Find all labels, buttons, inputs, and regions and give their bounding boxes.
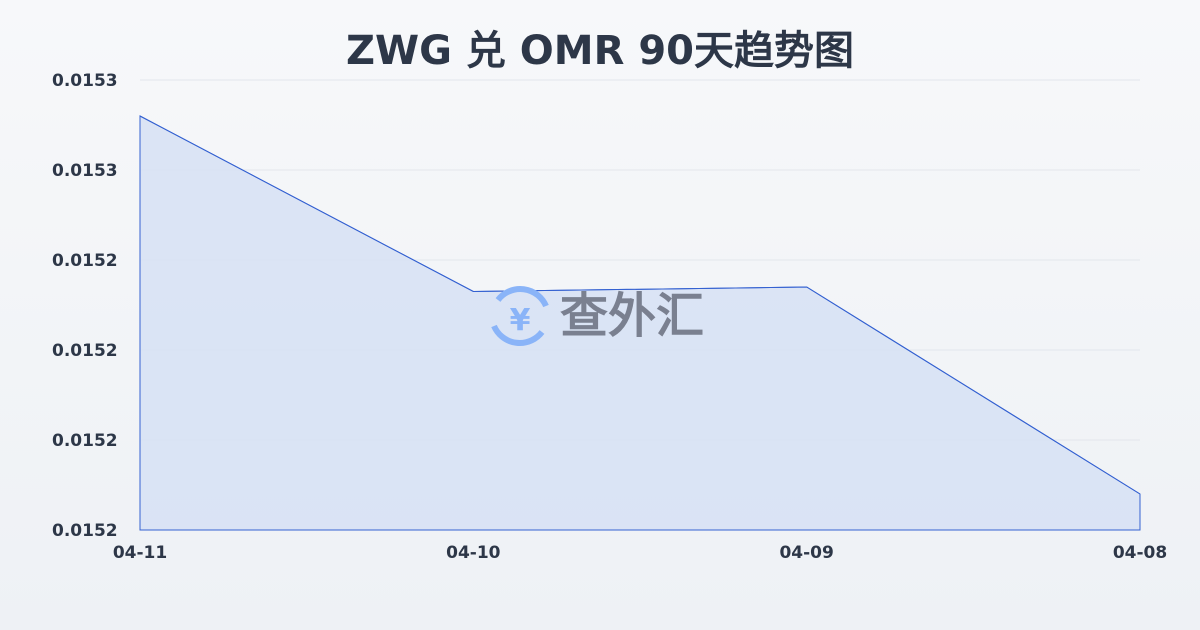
watermark-text: 查外汇 xyxy=(560,288,704,344)
x-tick-label: 04-08 xyxy=(1113,543,1167,563)
x-tick-label: 04-09 xyxy=(779,543,833,563)
x-tick-label: 04-11 xyxy=(113,543,167,563)
yen-glyph: ¥ xyxy=(510,303,531,338)
y-tick-label: 0.0153 xyxy=(52,71,118,91)
chart-title: ZWG 兑 OMR 90天趋势图 xyxy=(345,28,854,74)
y-tick-label: 0.0153 xyxy=(52,161,118,181)
y-tick-label: 0.0152 xyxy=(52,431,118,451)
yen-exchange-icon-arc xyxy=(491,324,545,346)
x-tick-label: 04-10 xyxy=(446,543,501,563)
y-tick-label: 0.0152 xyxy=(52,251,118,271)
y-tick-label: 0.0152 xyxy=(52,341,118,361)
y-tick-label: 0.0152 xyxy=(52,521,118,541)
yen-exchange-icon xyxy=(495,286,549,308)
series-line xyxy=(139,115,1141,495)
